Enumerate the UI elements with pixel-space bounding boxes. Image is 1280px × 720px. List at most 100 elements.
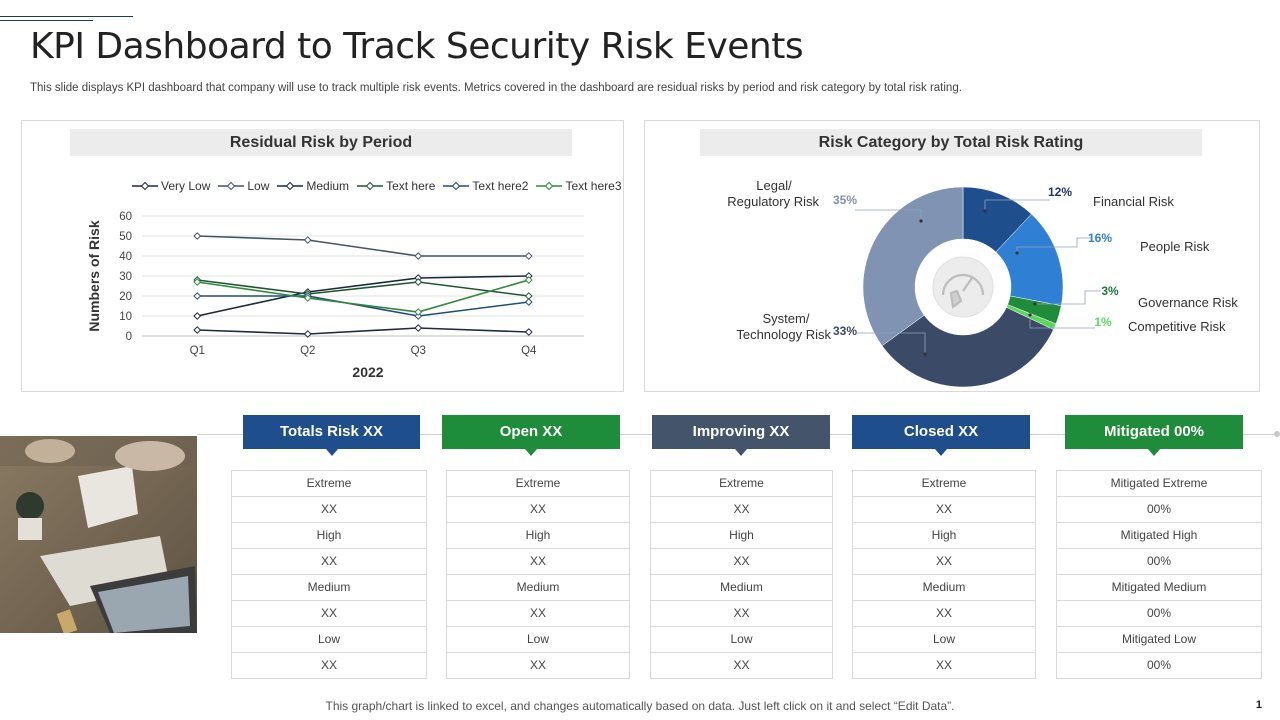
page-title: KPI Dashboard to Track Security Risk Eve… [30, 26, 804, 67]
legend-label: Medium [306, 179, 350, 193]
legend-item[interactable]: Low [218, 179, 269, 193]
card-table-4: Mitigated Extreme 00% Mitigated High 00% Mit… [1056, 470, 1262, 679]
card-table-2: Extreme XX High XX Medium XX Low XX [650, 470, 833, 679]
series-point-1[interactable] [414, 252, 423, 260]
top-accent-line [0, 16, 133, 17]
legend-item[interactable]: Very Low [132, 179, 210, 193]
series-point-4[interactable] [414, 312, 423, 320]
series-point-3[interactable] [414, 278, 423, 286]
line-chart[interactable]: 0 10 20 30 40 50 60 Q1 Q2 Q3 Q4 2022 Numbers of Risk [22, 121, 623, 391]
card-title: Open XX [499, 423, 563, 440]
legend-item[interactable]: Text here [357, 179, 435, 193]
series-line-0[interactable] [197, 327, 529, 335]
card-row-label: Low [853, 627, 1035, 653]
card-row-value: XX [529, 658, 546, 672]
series-line-2[interactable] [197, 275, 529, 317]
line-chart-legend: Very Low Low Medium Text here Text here2 Text… [132, 179, 622, 193]
x-tick-label: Q3 [411, 345, 426, 357]
slice-name-label: Competitive Risk [1128, 319, 1226, 334]
slice-percent-label: 3% [1101, 284, 1119, 298]
gauge-icon-bg [932, 256, 994, 318]
y-tick-label: 0 [126, 331, 132, 343]
gauge-icon [941, 273, 985, 309]
risk-category-title: Risk Category by Total Risk Rating [700, 129, 1202, 156]
series-point-5[interactable] [193, 278, 202, 286]
series-point-0[interactable] [524, 328, 533, 336]
card-table-3: Extreme XX High XX Medium XX Low XX [852, 470, 1036, 679]
x-tick-label: Q2 [300, 345, 315, 357]
series-point-5[interactable] [303, 294, 312, 302]
series-point-4[interactable] [524, 298, 533, 306]
donut-chart[interactable]: 12% Financial Risk 16% People Risk 3% Governa… [645, 121, 1259, 391]
legend-label: Text here3 [565, 179, 622, 193]
card-row-label: High [651, 523, 832, 549]
card-row-label: Extreme [853, 471, 1035, 497]
x-axis-label: 2022 [352, 364, 383, 380]
card-header-1[interactable]: Open XX [442, 415, 620, 456]
series-point-5[interactable] [414, 308, 423, 316]
legend-marker [132, 181, 158, 191]
series-line-5[interactable] [197, 279, 529, 313]
legend-label: Text here2 [472, 179, 529, 193]
series-point-0[interactable] [303, 330, 312, 338]
y-tick-label: 50 [119, 231, 132, 243]
card-row-value: XX [853, 549, 1035, 575]
legend-item[interactable]: Text here2 [443, 179, 528, 193]
series-point-1[interactable] [303, 236, 312, 244]
legend-marker [443, 181, 470, 191]
series-line-3[interactable] [197, 279, 529, 297]
legend-label: Text here [386, 179, 436, 193]
card-row-label: Extreme [651, 471, 832, 497]
y-tick-label: 60 [119, 211, 132, 223]
series-point-5[interactable] [524, 276, 533, 284]
card-row-value: 00% [1057, 549, 1261, 575]
card-title: Totals Risk XX [279, 423, 384, 440]
card-title: Mitigated 00% [1103, 423, 1205, 440]
card-row-value: XX [651, 601, 832, 627]
card-row-value: XX [733, 658, 750, 672]
series-point-2[interactable] [193, 312, 202, 320]
slice-name-label: Technology Risk [736, 327, 831, 342]
leader-line [855, 209, 922, 221]
series-line-1[interactable] [197, 235, 529, 257]
slice-name-label: People Risk [1140, 239, 1210, 254]
card-row-value: XX [447, 549, 629, 575]
legend-item[interactable]: Medium [277, 179, 349, 193]
card-row-label: Mitigated Extreme [1057, 471, 1261, 497]
card-row-value: XX [853, 601, 1035, 627]
series-line-4[interactable] [197, 295, 529, 317]
slice-percent-label: 16% [1088, 231, 1112, 245]
card-row-value: XX [232, 549, 426, 575]
leader-line [857, 332, 926, 354]
card-row-value: XX [447, 601, 629, 627]
card-row-value: XX [651, 549, 832, 575]
card-row-label: Mitigated Low [1057, 627, 1261, 653]
series-point-0[interactable] [414, 324, 423, 332]
slice-name-label: Regulatory Risk [727, 194, 819, 209]
leader-line [1016, 237, 1092, 253]
leader-dot [1033, 302, 1037, 306]
legend-item[interactable]: Text here3 [536, 179, 622, 193]
card-row-value: XX [232, 497, 426, 523]
card-header-2[interactable]: Improving XX [652, 415, 830, 456]
card-row-label: Medium [651, 575, 832, 601]
residual-risk-panel: Residual Risk by Period Very Low Low Mediu… [21, 120, 624, 392]
residual-risk-title: Residual Risk by Period [70, 129, 572, 156]
y-tick-label: 20 [119, 291, 132, 303]
card-header-4[interactable]: Mitigated 00% [1065, 415, 1243, 456]
card-row-label: Medium [447, 575, 629, 601]
card-row-value: 00% [1057, 497, 1261, 523]
card-header-0[interactable]: Totals Risk XX [243, 415, 420, 456]
slice-name-label: Legal/ [756, 178, 792, 193]
y-axis-label: Numbers of Risk [86, 220, 102, 331]
series-point-4[interactable] [193, 292, 202, 300]
series-point-0[interactable] [193, 326, 202, 334]
leader-line [984, 199, 1050, 211]
card-row-value: XX [853, 497, 1035, 523]
card-header-3[interactable]: Closed XX [852, 415, 1030, 456]
series-point-1[interactable] [193, 232, 202, 240]
card-row-label: Extreme [447, 471, 629, 497]
series-point-1[interactable] [524, 252, 533, 260]
card-row-value: XX [651, 497, 832, 523]
card-row-label: Low [447, 627, 629, 653]
